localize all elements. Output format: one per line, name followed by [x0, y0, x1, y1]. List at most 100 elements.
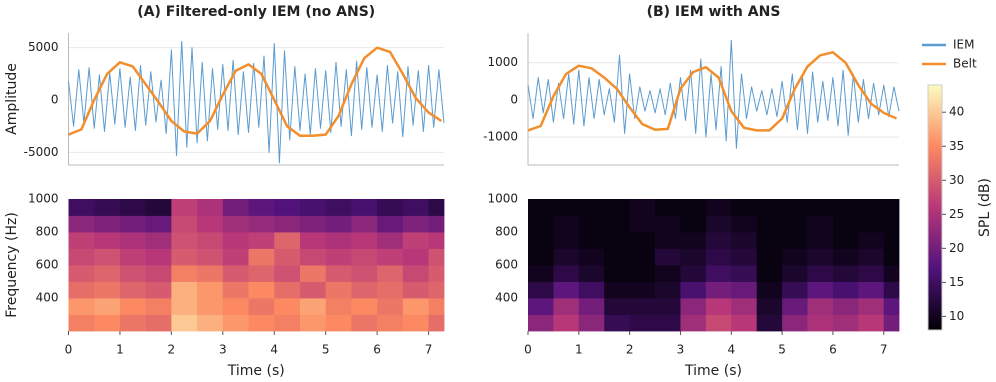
x-tick-label: 1: [116, 343, 124, 357]
heatmap-cell: [197, 215, 224, 233]
heatmap-cell: [578, 265, 605, 282]
heatmap-cell: [782, 248, 808, 266]
heatmap-cell: [94, 248, 121, 266]
x-tick-label: 7: [880, 343, 888, 357]
heatmap-cell: [756, 265, 783, 282]
y-tick-label: 1000: [487, 55, 518, 69]
heatmap-cell: [325, 215, 352, 233]
heatmap-cell: [145, 314, 172, 332]
heatmap-cell: [119, 265, 147, 282]
heatmap-cell: [578, 215, 605, 233]
heatmap-cell: [680, 232, 707, 249]
heatmap-cell: [222, 248, 249, 266]
heatmap-cell: [68, 298, 95, 315]
heatmap-cell: [145, 281, 172, 299]
heatmap-cell: [351, 248, 378, 266]
heatmap-cell: [428, 215, 445, 233]
x-tick-label: 3: [219, 343, 227, 357]
heatmap-cell: [705, 314, 732, 332]
heatmap-cell: [731, 265, 758, 282]
heatmap-cell: [402, 298, 429, 315]
heatmap-cell: [858, 232, 885, 249]
legend-label: IEM: [953, 38, 974, 52]
chart-title: (A) Filtered-only IEM (no ANS): [137, 4, 375, 20]
heatmap-cell: [756, 281, 783, 299]
heatmap-cell: [274, 232, 301, 249]
heatmap-cell: [731, 298, 758, 315]
heatmap-cell: [578, 232, 605, 249]
heatmap-cell: [883, 199, 900, 216]
heatmap-cell: [578, 281, 605, 299]
heatmap-cell: [553, 298, 580, 315]
heatmap-cell: [299, 298, 327, 315]
heatmap-cell: [68, 314, 95, 332]
colorbar-tick-label: 30: [949, 173, 964, 187]
heatmap-cell: [145, 232, 172, 249]
heatmap-cell: [756, 215, 783, 233]
heatmap-cell: [553, 314, 580, 332]
heatmap-cell: [883, 248, 900, 266]
heatmap-cell: [377, 199, 404, 216]
heatmap-cell: [377, 314, 404, 332]
heatmap-cell: [171, 248, 198, 266]
x-tick-label: 6: [373, 343, 381, 357]
heatmap-cell: [428, 232, 445, 249]
series-line: [527, 39, 900, 149]
heatmap-cell: [705, 248, 732, 266]
heatmap-cell: [402, 215, 429, 233]
heatmap-cell: [428, 281, 445, 299]
heatmap-cell: [705, 199, 732, 216]
heatmap-cell: [807, 199, 834, 216]
heatmap-cell: [299, 232, 327, 249]
heatmap-cell: [655, 232, 681, 249]
heatmap-cell: [629, 314, 656, 332]
heatmap-cell: [553, 232, 580, 249]
heatmap-cell: [629, 248, 656, 266]
heatmap-cell: [858, 265, 885, 282]
heatmap-cell: [325, 248, 352, 266]
heatmap-cell: [377, 232, 404, 249]
heatmap-cell: [68, 281, 95, 299]
heatmap-cell: [807, 314, 834, 332]
heatmap-cell: [94, 265, 121, 282]
heatmap-cell: [119, 248, 147, 266]
x-tick-label: 4: [270, 343, 278, 357]
heatmap-cell: [299, 248, 327, 266]
heatmap-cell: [655, 314, 681, 332]
heatmap-cell: [731, 215, 758, 233]
heatmap-cell: [604, 248, 631, 266]
heatmap-cell: [68, 265, 95, 282]
heatmap-cell: [197, 265, 224, 282]
heatmap-cell: [858, 281, 885, 299]
heatmap-cell: [782, 281, 808, 299]
y-axis-label: Frequency (Hz): [4, 212, 20, 318]
heatmap-cell: [68, 199, 95, 216]
heatmap-cell: [377, 298, 404, 315]
heatmap-cell: [94, 281, 121, 299]
heatmap-cell: [402, 199, 429, 216]
heatmap-cell: [248, 265, 275, 282]
y-tick-label: -1000: [483, 130, 518, 144]
heatmap-cell: [528, 281, 554, 299]
heatmap-cell: [351, 298, 378, 315]
heatmap-cell: [680, 248, 707, 266]
heatmap-cell: [248, 199, 275, 216]
heatmap-cell: [883, 215, 900, 233]
heatmap-cell: [197, 232, 224, 249]
heatmap-cell: [731, 199, 758, 216]
heatmap-cell: [351, 215, 378, 233]
heatmap-cell: [832, 265, 859, 282]
heatmap-cell: [629, 298, 656, 315]
heatmap-cell: [325, 232, 352, 249]
heatmap-cell: [883, 265, 900, 282]
heatmap-cell: [299, 199, 327, 216]
heatmap-cell: [428, 314, 445, 332]
heatmap-cell: [145, 199, 172, 216]
colorbar-label: SPL (dB): [977, 178, 993, 237]
heatmap-cell: [629, 199, 656, 216]
y-tick-label: 0: [510, 92, 518, 106]
heatmap-cell: [351, 199, 378, 216]
heatmap-cell: [402, 314, 429, 332]
colorbar: [927, 84, 943, 331]
